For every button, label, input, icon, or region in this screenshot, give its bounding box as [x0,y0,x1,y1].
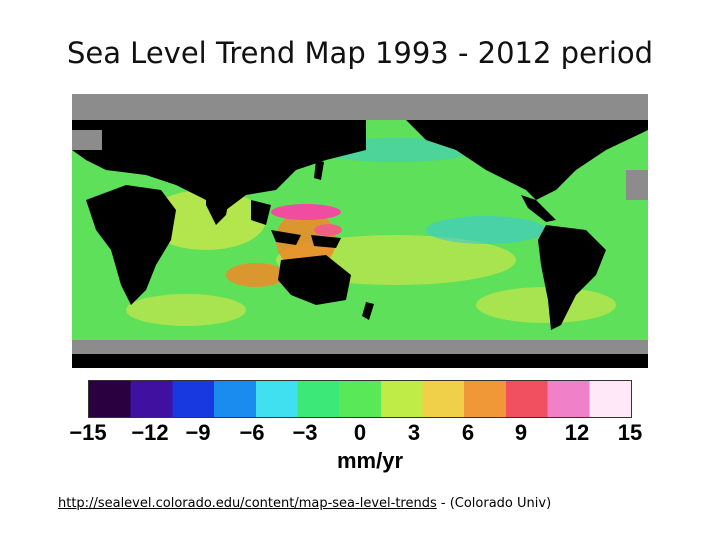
colorbar-tick: 0 [353,420,367,445]
yellow-trend-zone [476,287,616,323]
map-graphic [66,90,652,372]
australia-land [278,255,351,305]
colorbar-tick: −6 [239,420,265,445]
map-credit: Univ of Colorado 2013_rel4 [152,440,307,454]
yellow-trend-zone [126,294,246,326]
cyan-trend-zone [426,216,546,244]
orange-trend-zone [226,263,286,287]
page-title: Sea Level Trend Map 1993 - 2012 period [66,36,654,70]
pink-trend-zone [314,224,342,236]
arctic-no-data [72,94,648,120]
new-zealand-land [362,302,374,320]
source-line: http://sealevel.colorado.edu/content/map… [58,496,551,511]
colorbar-tick: −3 [292,420,318,445]
central-america-land [521,195,556,222]
colorbar-tick: 12 [564,420,590,445]
new-guinea-land [311,235,341,248]
colorbar-units: mm/yr [336,448,404,473]
sea-level-trend-map: Univ of Colorado 2013_rel4 [66,90,652,454]
colorbar-tick: −12 [131,420,169,445]
source-link[interactable]: http://sealevel.colorado.edu/content/map… [58,496,437,511]
no-data-patch [626,170,648,200]
pink-trend-zone [271,204,341,220]
yellow-trend-zone [146,190,266,250]
colorbar-tick: −15 [69,420,107,445]
eurasia-land [72,120,366,210]
colorbar-tick: 3 [407,420,421,445]
north-america-land [406,120,648,200]
colorbar-tick: 9 [514,420,528,445]
source-note: - (Colorado Univ) [436,496,552,511]
colorbar-tick: −9 [185,420,211,445]
indonesia-land [271,230,301,245]
antarctica-land [72,354,648,368]
japan-land [314,160,324,180]
india-land [206,185,231,225]
colorbar-tick: 6 [461,420,475,445]
colorbar-ticks: −15 −12 −9 −6 −3 0 3 6 9 12 15 [0,420,720,450]
no-data-patch [72,130,102,150]
colorbar-tick: 15 [617,420,643,445]
colorbar [88,380,632,418]
indochina-land [251,200,271,225]
south-america-land [538,225,606,330]
africa-land [86,185,176,305]
antarctic-no-data [72,340,648,354]
land-masses [72,120,648,368]
